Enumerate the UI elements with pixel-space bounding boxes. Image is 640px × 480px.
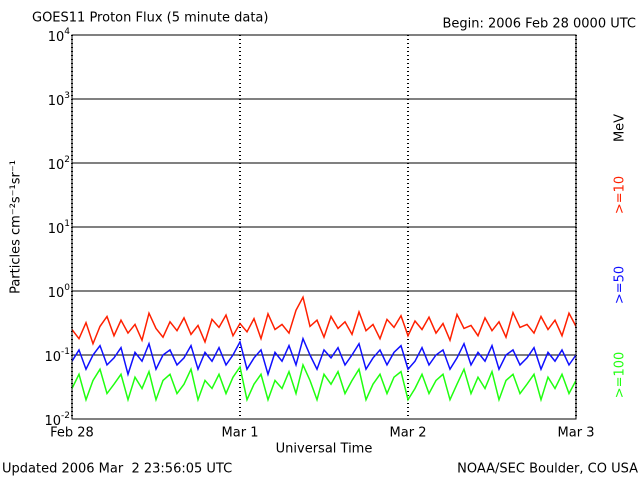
y-tick-label: 103 <box>48 91 70 109</box>
y-tick-exponent: -2 <box>61 411 70 421</box>
y-tick-label: 10-2 <box>44 411 70 429</box>
footer-right: NOAA/SEC Boulder, CO USA <box>457 462 638 477</box>
y-tick-label: 104 <box>48 27 71 45</box>
y-tick-exponent: 0 <box>64 283 70 293</box>
y-tick-label: 10-1 <box>44 347 70 365</box>
y-tick-base: 10 <box>48 30 65 45</box>
x-tick-label: Mar 3 <box>558 426 595 441</box>
legend-entry: >=100 <box>613 352 628 399</box>
legend-unit: MeV <box>613 114 628 142</box>
x-tick-label: Mar 2 <box>390 426 427 441</box>
y-tick-base: 10 <box>48 286 65 301</box>
series-line <box>71 336 577 377</box>
y-tick-exponent: 4 <box>64 27 70 37</box>
y-tick-base: 10 <box>44 350 61 365</box>
legend-entry: >=50 <box>613 266 628 304</box>
y-tick-base: 10 <box>44 414 61 429</box>
footer-left: Updated 2006 Mar 2 23:56:05 UTC <box>2 462 232 477</box>
y-tick-label: 100 <box>48 283 71 301</box>
y-tick-base: 10 <box>48 158 65 173</box>
y-tick-base: 10 <box>48 222 65 237</box>
chart-title: GOES11 Proton Flux (5 minute data) <box>32 11 268 26</box>
x-tick-label: Mar 1 <box>222 426 259 441</box>
y-tick-exponent: 2 <box>64 155 70 165</box>
plot-frame <box>71 34 577 420</box>
series-line <box>71 362 577 403</box>
chart-subtitle: Begin: 2006 Feb 28 0000 UTC <box>442 17 636 32</box>
y-tick-base: 10 <box>48 94 65 109</box>
x-tick-label: Feb 28 <box>50 426 94 441</box>
y-tick-label: 102 <box>48 155 70 173</box>
y-tick-exponent: 3 <box>64 91 70 101</box>
series-line <box>71 295 577 346</box>
y-tick-exponent: -1 <box>61 347 70 357</box>
x-axis-label: Universal Time <box>276 442 373 457</box>
y-tick-exponent: 1 <box>64 219 70 229</box>
y-axis-label: Particles cm⁻²s⁻¹sr⁻¹ <box>9 160 24 294</box>
legend-entry: >=10 <box>613 176 628 214</box>
y-tick-label: 101 <box>48 219 70 237</box>
